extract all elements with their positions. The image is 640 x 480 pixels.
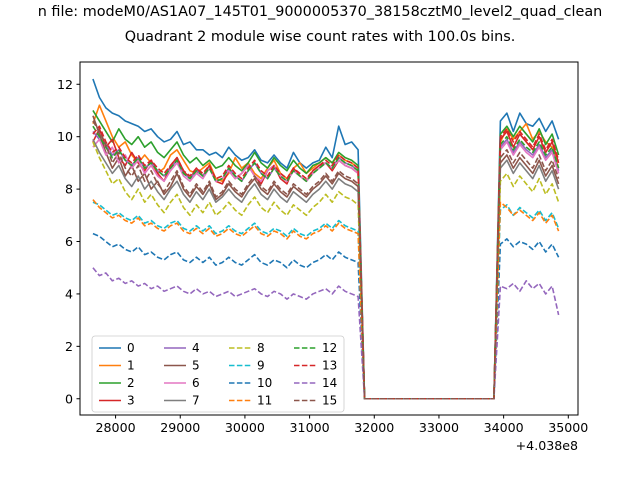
- legend-item-6[interactable]: 6: [164, 376, 200, 390]
- legend-label-7: 7: [192, 394, 200, 408]
- legend-label-1: 1: [127, 359, 135, 373]
- axes-layer: 28000 29000 30000 31000 32000 33000 34000 35000…: [57, 61, 588, 453]
- series-line-10: [92, 232, 560, 400]
- legend-item-8[interactable]: 8: [229, 341, 265, 355]
- y-tick-label: 4: [65, 286, 73, 301]
- legend-label-6: 6: [192, 376, 200, 390]
- legend-label-12: 12: [322, 341, 337, 355]
- y-tick-label: 2: [65, 339, 73, 354]
- legend-label-2: 2: [127, 376, 135, 390]
- x-tick-label: 31000: [290, 420, 330, 435]
- legend-label-15: 15: [322, 394, 337, 408]
- x-tick-label: 32000: [354, 420, 394, 435]
- legend-label-9: 9: [257, 359, 265, 373]
- series-line-15: [92, 120, 560, 400]
- legend-item-5[interactable]: 5: [164, 359, 200, 373]
- y-tick-label: 10: [57, 129, 73, 144]
- x-tick-label: 34000: [484, 420, 524, 435]
- legend-item-13[interactable]: 13: [294, 359, 337, 373]
- legend-label-5: 5: [192, 359, 200, 373]
- legend-item-11[interactable]: 11: [229, 394, 272, 408]
- series-layer: [92, 78, 560, 400]
- x-tick-label: 35000: [548, 420, 588, 435]
- legend-label-8: 8: [257, 341, 265, 355]
- x-tick-label: 33000: [419, 420, 459, 435]
- legend-label-4: 4: [192, 341, 200, 355]
- legend-label-11: 11: [257, 394, 272, 408]
- figure-suptitle-text: n file: modeM0/AS1A07_145T01_9000005370_…: [37, 4, 603, 20]
- series-line-8: [92, 141, 560, 400]
- x-tick-label: 28000: [96, 420, 136, 435]
- x-axis-offset-label: +4.038e8: [516, 438, 578, 453]
- legend-item-15[interactable]: 15: [294, 394, 337, 408]
- legend-label-14: 14: [322, 376, 337, 390]
- legend-label-13: 13: [322, 359, 337, 373]
- figure-suptitle: n file: modeM0/AS1A07_145T01_9000005370_…: [0, 3, 640, 21]
- legend-frame: [91, 335, 345, 413]
- legend-item-9[interactable]: 9: [229, 359, 265, 373]
- series-line-14: [92, 267, 560, 400]
- legend-item-12[interactable]: 12: [294, 341, 337, 355]
- series-line-11: [92, 199, 560, 400]
- y-tick-label: 6: [65, 234, 73, 249]
- legend-item-7[interactable]: 7: [164, 394, 200, 408]
- legend-item-14[interactable]: 14: [294, 376, 337, 390]
- x-tick-label: 30000: [225, 420, 265, 435]
- legend-label-0: 0: [127, 341, 135, 355]
- legend-item-2[interactable]: 2: [99, 376, 135, 390]
- axes-frame: [79, 61, 579, 416]
- y-tick-label: 0: [65, 391, 73, 406]
- legend-label-10: 10: [257, 376, 272, 390]
- y-tick-label: 12: [57, 77, 73, 92]
- legend-item-0[interactable]: 0: [99, 341, 135, 355]
- series-line-0: [92, 78, 560, 400]
- legend-item-10[interactable]: 10: [229, 376, 272, 390]
- legend-item-3[interactable]: 3: [99, 394, 135, 408]
- y-tick-label: 8: [65, 182, 73, 197]
- legend-item-4[interactable]: 4: [164, 341, 200, 355]
- series-line-13: [92, 125, 560, 400]
- axes-title: Quadrant 2 module wise count rates with …: [124, 29, 516, 45]
- x-tick-label: 29000: [160, 420, 200, 435]
- legend-label-3: 3: [127, 394, 135, 408]
- series-line-2: [92, 110, 560, 400]
- legend-item-1[interactable]: 1: [99, 359, 135, 373]
